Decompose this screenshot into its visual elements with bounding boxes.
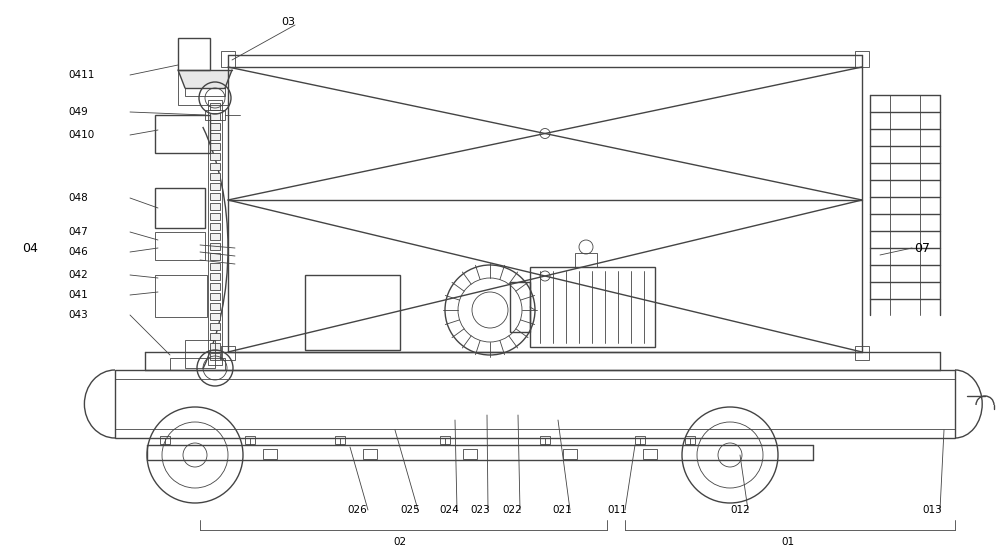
Text: 048: 048 bbox=[68, 193, 88, 203]
Bar bbox=[210, 103, 220, 110]
Text: 049: 049 bbox=[68, 107, 88, 117]
Text: 046: 046 bbox=[68, 247, 88, 257]
Bar bbox=[155, 115, 210, 153]
Polygon shape bbox=[178, 70, 232, 88]
Bar bbox=[210, 203, 220, 210]
Bar bbox=[185, 88, 225, 96]
Bar bbox=[210, 163, 220, 170]
Text: 0411: 0411 bbox=[68, 70, 94, 80]
Text: 07: 07 bbox=[914, 242, 930, 255]
Bar bbox=[221, 346, 235, 360]
Bar bbox=[170, 358, 225, 370]
Text: 03: 03 bbox=[281, 17, 295, 27]
Bar bbox=[160, 436, 170, 444]
Text: 012: 012 bbox=[730, 505, 750, 515]
Text: 026: 026 bbox=[347, 505, 367, 515]
Bar bbox=[210, 213, 220, 220]
Bar bbox=[210, 123, 220, 130]
Bar bbox=[210, 293, 220, 300]
Bar bbox=[305, 275, 400, 350]
Bar bbox=[210, 323, 220, 330]
Text: 043: 043 bbox=[68, 310, 88, 320]
Text: 022: 022 bbox=[502, 505, 522, 515]
Bar bbox=[463, 449, 477, 459]
Text: 0410: 0410 bbox=[68, 130, 94, 140]
Bar bbox=[210, 343, 220, 350]
Bar bbox=[185, 340, 215, 368]
Text: 042: 042 bbox=[68, 270, 88, 280]
Bar bbox=[210, 153, 220, 160]
Bar bbox=[178, 70, 228, 105]
Bar bbox=[155, 275, 207, 317]
Bar bbox=[210, 133, 220, 140]
Bar bbox=[205, 110, 225, 120]
Bar bbox=[210, 333, 220, 340]
Bar bbox=[210, 173, 220, 180]
Bar bbox=[210, 143, 220, 150]
Bar bbox=[210, 283, 220, 290]
Bar bbox=[208, 100, 222, 365]
Bar bbox=[335, 436, 345, 444]
Bar bbox=[440, 436, 450, 444]
Bar bbox=[115, 370, 955, 438]
Text: 023: 023 bbox=[470, 505, 490, 515]
Bar bbox=[575, 253, 597, 267]
Text: 025: 025 bbox=[400, 505, 420, 515]
Text: 02: 02 bbox=[393, 537, 407, 547]
Bar bbox=[210, 193, 220, 200]
Bar bbox=[210, 183, 220, 190]
Bar bbox=[643, 449, 657, 459]
Text: 013: 013 bbox=[922, 505, 942, 515]
Bar bbox=[210, 233, 220, 240]
Bar bbox=[155, 188, 205, 228]
Text: 011: 011 bbox=[607, 505, 627, 515]
Bar bbox=[210, 353, 220, 360]
Text: 041: 041 bbox=[68, 290, 88, 300]
Bar bbox=[855, 346, 869, 360]
Bar bbox=[245, 436, 255, 444]
Bar bbox=[540, 436, 550, 444]
Bar bbox=[363, 449, 377, 459]
Bar bbox=[635, 436, 645, 444]
Bar bbox=[221, 51, 235, 67]
Bar bbox=[210, 313, 220, 320]
Bar bbox=[155, 232, 205, 260]
Bar bbox=[210, 253, 220, 260]
Bar bbox=[210, 303, 220, 310]
Bar bbox=[855, 51, 869, 67]
Bar bbox=[210, 223, 220, 230]
Text: 021: 021 bbox=[552, 505, 572, 515]
Bar bbox=[530, 267, 655, 347]
Bar bbox=[563, 449, 577, 459]
Bar bbox=[210, 243, 220, 250]
Bar bbox=[210, 113, 220, 120]
Text: 01: 01 bbox=[781, 537, 795, 547]
Bar bbox=[210, 273, 220, 280]
Text: 04: 04 bbox=[22, 242, 38, 255]
Text: 024: 024 bbox=[439, 505, 459, 515]
Bar bbox=[685, 436, 695, 444]
Bar bbox=[178, 38, 210, 70]
Bar bbox=[510, 282, 530, 332]
Bar bbox=[263, 449, 277, 459]
Text: 047: 047 bbox=[68, 227, 88, 237]
Bar bbox=[210, 263, 220, 270]
